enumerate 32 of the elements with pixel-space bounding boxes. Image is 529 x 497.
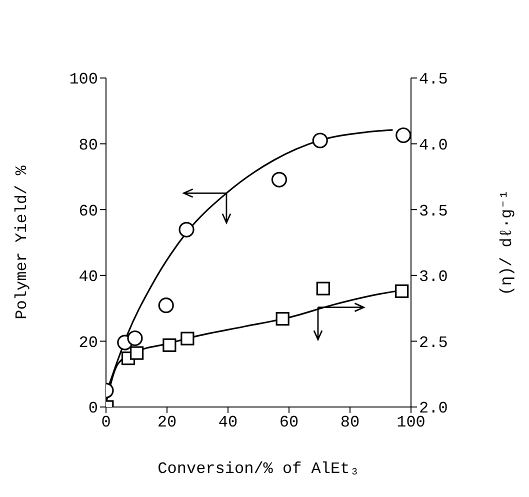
point — [395, 284, 409, 298]
x-tick-label: 20 — [157, 413, 177, 432]
x-axis-title: Conversion/% of AlEt₃ — [158, 460, 360, 478]
point — [312, 132, 328, 148]
y-axis-title: Polymer Yield/ % — [13, 165, 31, 320]
y-tick-label: 40 — [78, 268, 98, 286]
y2-axis-title: (η)/ dℓ·g⁻¹ — [498, 190, 516, 296]
y2-tick-label: 2.5 — [419, 334, 448, 352]
point — [158, 298, 174, 314]
x-tick-label: 0 — [101, 413, 111, 432]
y-tick-label: 100 — [69, 70, 98, 89]
point — [130, 346, 144, 360]
point — [127, 330, 143, 346]
y-tick-label: 20 — [78, 334, 98, 352]
x-tick-label: 40 — [218, 413, 238, 432]
y2-tick-label: 4.5 — [419, 70, 448, 89]
point — [178, 222, 194, 238]
y-tick-label: 60 — [78, 202, 98, 220]
x-tick-label: 80 — [340, 413, 360, 432]
x-tick-label: 100 — [396, 413, 426, 432]
y2-tick-label: 4.0 — [419, 136, 448, 154]
point — [162, 338, 176, 352]
y-tick-label: 0 — [88, 400, 98, 418]
point — [276, 312, 290, 326]
y2-tick-label: 3.0 — [419, 268, 448, 286]
y2-tick-label: 3.5 — [419, 202, 448, 220]
point — [271, 172, 288, 188]
point — [316, 282, 330, 296]
x-tick-label: 60 — [279, 413, 299, 432]
y-tick-label: 80 — [78, 136, 98, 154]
point — [396, 127, 411, 144]
point — [180, 332, 194, 346]
